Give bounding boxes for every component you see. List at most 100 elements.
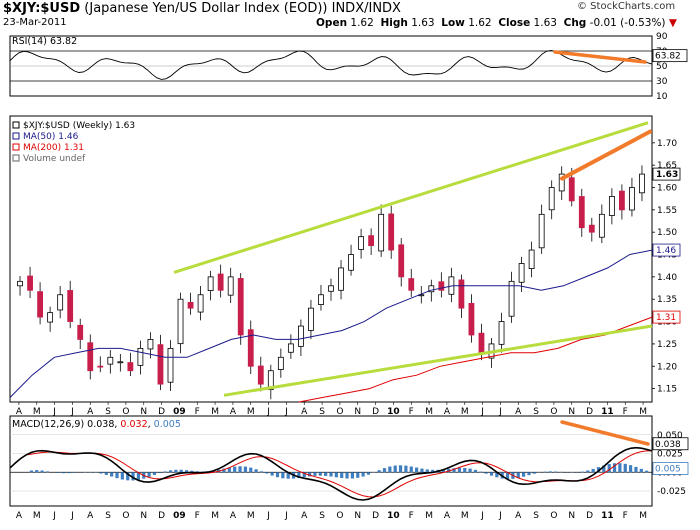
macd-x-label: J <box>70 511 74 521</box>
macd-histogram-bar <box>377 470 381 473</box>
price-tick-label: 1.15 <box>657 385 677 395</box>
macd-histogram-bar <box>195 471 199 473</box>
price-x-label: A <box>230 407 237 417</box>
macd-histogram-bar <box>473 469 478 473</box>
macd-histogram-bar <box>409 466 413 473</box>
macd-histogram-bar <box>61 472 66 474</box>
macd-histogram-bar <box>527 472 531 476</box>
candle-body <box>308 307 314 331</box>
candle-body <box>277 356 284 370</box>
panel-frame-macd <box>9 415 653 507</box>
candle-body <box>338 267 344 291</box>
legend-swatch <box>12 143 20 151</box>
price-x-label: J <box>284 407 288 417</box>
macd-histogram-bar <box>612 463 617 473</box>
macd-histogram-bar <box>249 467 253 473</box>
candle-body <box>428 285 435 293</box>
chart-title: $XJY:$USD (Japanese Yen/US Dollar Index … <box>3 1 401 16</box>
macd-histogram-bar <box>40 470 44 473</box>
price-x-label: F <box>623 407 628 417</box>
macd-x-label: M <box>639 511 647 521</box>
ohlc-summary: Open 1.62 High 1.63 Low 1.62 Close 1.63 … <box>316 17 677 29</box>
macd-histogram-bar <box>158 472 162 474</box>
candle-body <box>197 294 204 313</box>
candle-body <box>27 275 33 291</box>
candle-body <box>107 356 114 365</box>
rsi-tick-label: 90 <box>656 32 668 42</box>
macd-histogram-bar <box>35 470 39 473</box>
candle-body <box>298 325 304 347</box>
price-x-label: O <box>550 407 557 417</box>
macd-x-label: 09 <box>173 511 186 521</box>
high-value: 1.63 <box>411 17 435 29</box>
macd-histogram-bar <box>72 472 76 473</box>
high-label: High <box>380 17 408 29</box>
macd-histogram-bar <box>104 472 108 475</box>
macd-histogram-bar <box>99 472 103 474</box>
candle-body <box>378 213 385 252</box>
price-x-label: J <box>266 407 270 417</box>
candle-body <box>508 280 515 317</box>
price-tick-label: 1.70 <box>657 139 677 149</box>
chart-date: 23-Mar-2011 <box>3 17 67 28</box>
price-tick-label: 1.55 <box>657 206 677 216</box>
price-tick-label: 1.60 <box>657 184 677 194</box>
macd-x-label: A <box>515 511 522 521</box>
price-x-label: O <box>336 407 343 417</box>
candle-body <box>87 342 94 372</box>
macd-hist-value-box-label: 0.005 <box>655 465 681 475</box>
macd-histogram-bar <box>639 468 643 473</box>
price-x-label: M <box>33 407 41 417</box>
macd-x-label: D <box>586 511 593 521</box>
macd-x-label: A <box>16 511 23 521</box>
candle-body <box>518 263 525 283</box>
macd-x-label: J <box>498 511 502 521</box>
macd-histogram-bar <box>548 471 552 473</box>
macd-title: MACD(12,26,9) 0.038, 0.032, 0.005 <box>12 419 181 430</box>
close-value: 1.63 <box>533 17 557 29</box>
price-x-label: M <box>425 407 433 417</box>
macd-line <box>9 446 653 501</box>
candle-body <box>598 213 605 238</box>
macd-x-label: A <box>444 511 451 521</box>
macd-x-label: 10 <box>387 511 400 521</box>
candle-body <box>37 291 43 318</box>
macd-histogram-bar <box>163 471 167 473</box>
macd-histogram-bar <box>361 472 365 477</box>
legend-entry: $XJY:$USD (Weekly) 1.63 <box>23 121 135 131</box>
candle-body <box>227 276 234 296</box>
candle-body <box>568 177 575 202</box>
macd-histogram-bar <box>543 471 547 473</box>
macd-histogram-bar <box>120 472 124 480</box>
macd-histogram-bar <box>259 471 264 473</box>
macd-histogram-bar <box>591 468 595 473</box>
macd-histogram-bar <box>580 471 585 473</box>
candle-body <box>47 312 54 323</box>
macd-histogram-bar <box>227 467 231 473</box>
price-x-label: M <box>461 407 469 417</box>
price-x-label: M <box>639 407 647 417</box>
price-x-label: M <box>247 407 255 417</box>
candle-body <box>588 224 595 233</box>
price-tick-label: 1.20 <box>657 362 677 372</box>
price-x-label: J <box>498 407 502 417</box>
open-label: Open <box>316 17 348 29</box>
candle-body <box>468 302 475 336</box>
ma200-line <box>298 316 653 403</box>
legend-swatch <box>12 132 20 140</box>
price-x-label: D <box>586 407 593 417</box>
legend-entry: MA(50) 1.46 <box>23 132 79 142</box>
macd-histogram-bar <box>586 470 590 473</box>
macd-histogram-bar <box>297 472 301 479</box>
macd-histogram-bar <box>56 472 60 473</box>
lower-channel-trendline <box>223 324 653 397</box>
macd-x-label: F <box>623 511 628 521</box>
price-x-label: O <box>122 407 129 417</box>
macd-histogram-bar <box>431 469 435 473</box>
macd-histogram-bar <box>233 466 237 473</box>
macd-histogram-bar <box>243 466 247 473</box>
macd-histogram-bar <box>131 472 135 481</box>
macd-histogram-bar <box>308 472 312 477</box>
macd-histogram-bar <box>623 463 627 473</box>
ma50-value-box <box>652 243 681 257</box>
